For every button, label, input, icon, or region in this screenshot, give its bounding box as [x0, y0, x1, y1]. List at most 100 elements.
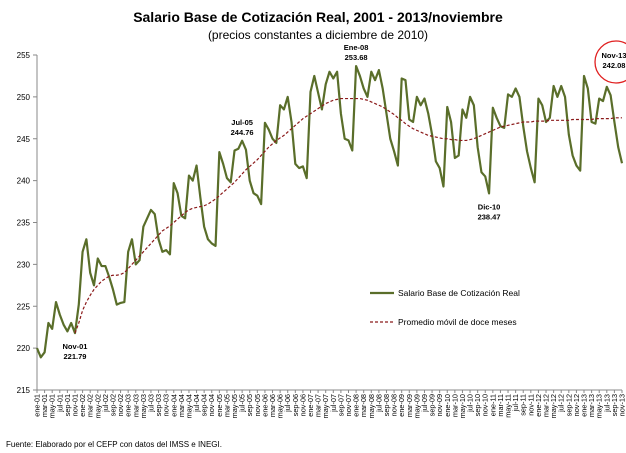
x-tick-label: ene-05 [215, 394, 224, 417]
x-tick-label: mar-04 [177, 394, 186, 417]
x-tick-label: nov-04 [207, 394, 216, 416]
annotation-value: 242.08 [603, 61, 626, 70]
y-tick-label: 220 [17, 344, 31, 353]
x-tick-label: ene-08 [352, 394, 361, 417]
x-tick-label: sep-12 [564, 394, 573, 416]
x-tick-label: may-07 [321, 394, 330, 418]
legend-label: Promedio móvil de doce meses [398, 317, 517, 327]
x-tick-label: nov-13 [618, 394, 626, 416]
chart-subtitle: (precios constantes a diciembre de 2010) [208, 28, 428, 42]
x-tick-label: mar-09 [405, 394, 414, 417]
x-tick-label: nov-02 [116, 394, 125, 416]
x-tick-label: ene-03 [124, 394, 133, 417]
x-tick-label: jul-13 [602, 394, 611, 413]
x-tick-label: may-11 [504, 394, 513, 418]
x-tick-label: ene-09 [397, 394, 406, 417]
x-tick-label: nov-12 [572, 394, 581, 416]
x-tick-label: nov-05 [253, 394, 262, 416]
x-tick-label: sep-01 [63, 394, 72, 416]
x-tick-label: nov-09 [435, 394, 444, 416]
x-tick-label: sep-13 [610, 394, 619, 416]
y-tick-label: 255 [17, 51, 31, 60]
x-tick-label: jul-02 [101, 394, 110, 413]
x-tick-label: nov-10 [481, 394, 490, 416]
x-tick-label: ene-10 [443, 394, 452, 417]
x-tick-label: jul-06 [283, 394, 292, 413]
x-tick-label: may-02 [93, 394, 102, 418]
x-tick-label: sep-10 [473, 394, 482, 416]
x-tick-label: sep-11 [519, 394, 528, 416]
x-tick-label: mar-13 [587, 394, 596, 417]
x-tick-label: jul-12 [557, 394, 566, 413]
y-tick-label: 225 [17, 302, 31, 311]
x-tick-label: nov-07 [344, 394, 353, 416]
annotation-label: Ene-08 [344, 43, 369, 52]
chart-title: Salario Base de Cotización Real, 2001 - … [133, 9, 503, 25]
x-tick-label: may-03 [139, 394, 148, 418]
y-tick-label: 235 [17, 219, 31, 228]
x-tick-label: ene-06 [260, 394, 269, 417]
x-tick-label: ene-13 [580, 394, 589, 417]
x-tick-label: may-01 [48, 394, 57, 418]
x-tick-label: mar-11 [496, 394, 505, 417]
x-tick-label: sep-08 [382, 394, 391, 416]
series-line [35, 64, 624, 359]
x-tick-label: mar-05 [222, 394, 231, 417]
x-tick-label: may-05 [230, 394, 239, 418]
x-tick-label: ene-04 [169, 394, 178, 417]
x-tick-label: jul-05 [238, 394, 247, 413]
x-tick-label: sep-02 [108, 394, 117, 416]
annotation-label: Nov-01 [62, 342, 87, 351]
x-tick-label: ene-11 [488, 394, 497, 416]
x-tick-label: sep-09 [428, 394, 437, 416]
x-tick-label: jul-11 [511, 394, 520, 412]
x-tick-label: mar-10 [450, 394, 459, 417]
x-tick-label: may-13 [595, 394, 604, 418]
annotation-label: Nov-13 [601, 51, 626, 60]
x-tick-label: mar-03 [131, 394, 140, 417]
x-tick-label: may-04 [184, 394, 193, 418]
y-tick-label: 230 [17, 260, 31, 269]
x-tick-label: mar-02 [86, 394, 95, 417]
x-tick-label: jul-08 [374, 394, 383, 413]
x-tick-label: jul-01 [55, 394, 64, 413]
x-tick-label: ene-07 [306, 394, 315, 417]
x-tick-label: sep-06 [291, 394, 300, 416]
x-tick-label: nov-01 [70, 394, 79, 416]
x-tick-label: jul-07 [329, 394, 338, 413]
y-tick-label: 250 [17, 93, 31, 102]
x-tick-label: mar-01 [40, 394, 49, 417]
x-tick-label: jul-10 [466, 394, 475, 413]
x-tick-label: sep-07 [336, 394, 345, 416]
annotation-value: 221.79 [64, 352, 87, 361]
annotation-value: 253.68 [345, 53, 368, 62]
y-tick-label: 215 [17, 386, 31, 395]
annotation-label: Jul-05 [231, 118, 253, 127]
x-tick-label: may-12 [549, 394, 558, 418]
legend-label: Salario Base de Cotización Real [398, 288, 520, 298]
x-tick-label: may-10 [458, 394, 467, 418]
x-tick-label: jul-09 [420, 394, 429, 413]
y-tick-label: 240 [17, 177, 31, 186]
y-tick-label: 245 [17, 135, 31, 144]
x-tick-label: mar-08 [359, 394, 368, 417]
x-tick-label: mar-12 [542, 394, 551, 417]
x-tick-label: sep-03 [154, 394, 163, 416]
annotation-value: 244.76 [231, 128, 254, 137]
x-tick-label: sep-05 [245, 394, 254, 416]
annotation-value: 238.47 [478, 212, 501, 221]
x-tick-label: nov-06 [298, 394, 307, 416]
x-tick-label: ene-01 [33, 394, 42, 417]
x-tick-label: jul-03 [146, 394, 155, 413]
source-note: Fuente: Elaborado por el CEFP con datos … [6, 440, 222, 449]
series-line [74, 97, 622, 334]
x-tick-label: mar-06 [268, 394, 277, 417]
x-tick-label: may-06 [276, 394, 285, 418]
x-tick-label: may-08 [367, 394, 376, 418]
x-tick-label: nov-11 [526, 394, 535, 416]
x-tick-label: nov-03 [162, 394, 171, 416]
x-tick-label: nov-08 [390, 394, 399, 416]
x-tick-label: ene-02 [78, 394, 87, 417]
